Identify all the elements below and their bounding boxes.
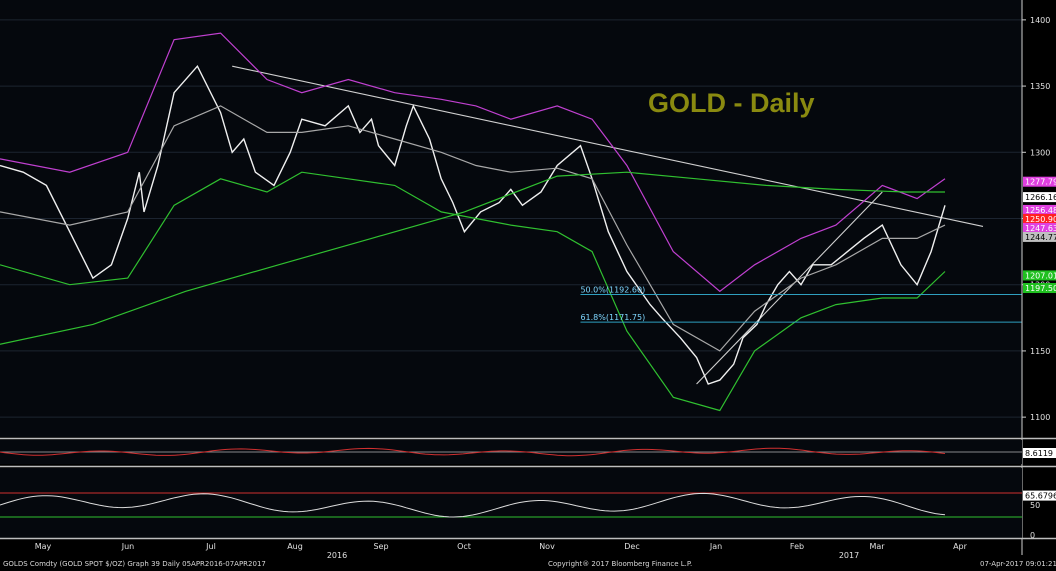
fib-label: 61.8%(1171.75) bbox=[580, 313, 645, 322]
price-tag-box bbox=[1023, 283, 1056, 294]
series-lower-band bbox=[0, 171, 946, 412]
timestamp-label: 07-Apr-2017 09:01:21 bbox=[980, 560, 1056, 568]
series-upper-band bbox=[0, 32, 946, 293]
year-label: 2017 bbox=[839, 551, 859, 560]
x-tick-label: Sep bbox=[373, 542, 388, 551]
fib-levels: 50.0%(1192.60) 61.8%(1171.75) bbox=[580, 286, 1022, 323]
year-label: 2016 bbox=[327, 551, 347, 560]
gridlines bbox=[0, 19, 1022, 418]
indicator-2-bg bbox=[0, 468, 1022, 538]
y-tick-label: 1350 bbox=[1030, 82, 1050, 91]
falling-trendline bbox=[232, 65, 984, 227]
price-tag-box bbox=[1023, 213, 1056, 224]
x-tick-label: Jan bbox=[709, 542, 722, 551]
price-tags: 1277.79 1266.16 1256.481250.901247.631244.… bbox=[1023, 176, 1056, 294]
indicator-panel-1: 8.6119 bbox=[0, 437, 1056, 464]
indicator-1-tag bbox=[1023, 448, 1056, 458]
x-tick-label: Jul bbox=[205, 542, 216, 551]
y-tick-label: 1150 bbox=[1030, 347, 1050, 356]
x-tick-label: Nov bbox=[539, 542, 555, 551]
x-tick-label: Oct bbox=[457, 542, 471, 551]
x-tick-label: Apr bbox=[953, 542, 968, 551]
chart-title: GOLD - Daily bbox=[648, 88, 815, 118]
price-tag-box bbox=[1023, 222, 1056, 233]
copyright-label: Copyright® 2017 Bloomberg Finance L.P. bbox=[548, 560, 693, 568]
indicator-2-tick: 0 bbox=[1030, 531, 1035, 540]
x-tick-label: Jun bbox=[121, 542, 135, 551]
trendlines bbox=[232, 65, 984, 385]
x-tick-label: Mar bbox=[869, 542, 885, 551]
price-tag-label: 1250.90 bbox=[1025, 215, 1056, 224]
y-tick-label: 1400 bbox=[1030, 16, 1050, 25]
indicator-2-line bbox=[0, 492, 946, 518]
indicator-1-value: 8.6119 bbox=[1025, 449, 1053, 458]
price-tag-label: 1277.79 bbox=[1025, 178, 1056, 187]
indicator-1-line bbox=[0, 447, 946, 457]
x-tick-label: May bbox=[35, 542, 52, 551]
y-tick-label: 1100 bbox=[1030, 413, 1050, 422]
series-200-ma bbox=[0, 171, 945, 345]
series-price bbox=[0, 64, 946, 385]
instrument-label: GOLDS Comdty (GOLD SPOT $/OZ) Graph 39 D… bbox=[3, 560, 266, 568]
indicator-2-tag bbox=[1023, 490, 1056, 501]
x-tick-label: Dec bbox=[624, 542, 639, 551]
series-moving-average bbox=[0, 105, 946, 352]
price-tag-label: 1244.77 bbox=[1025, 233, 1056, 242]
price-tag-label: 1256.48 bbox=[1025, 206, 1056, 215]
price-tag-box bbox=[1023, 204, 1056, 215]
x-tick-label: Aug bbox=[287, 542, 303, 551]
rising-trendline bbox=[696, 191, 883, 385]
price-tag-label: 1207.01 bbox=[1025, 271, 1056, 280]
time-axis: May Jun Jul Aug Sep Oct Nov Dec Jan Feb Mar Apr 2016… bbox=[0, 537, 1056, 560]
indicator-2-tick: 50 bbox=[1030, 501, 1040, 510]
price-tag-label: 1197.50 bbox=[1025, 284, 1056, 293]
fib-label: 50.0%(1192.60) bbox=[580, 286, 645, 295]
series-layer bbox=[0, 32, 946, 412]
price-tag-box bbox=[1023, 192, 1056, 203]
y-tick-label: 1300 bbox=[1030, 148, 1050, 157]
indicator-panel-2: 50 0 65.6796 bbox=[0, 465, 1056, 540]
price-tag-box bbox=[1023, 270, 1056, 281]
price-tag-box bbox=[1023, 231, 1056, 242]
price-tag-label: 1266.16 bbox=[1025, 193, 1056, 202]
x-tick-label: Feb bbox=[790, 542, 804, 551]
price-tag-label: 1247.63 bbox=[1025, 224, 1056, 233]
price-tag-box bbox=[1023, 176, 1056, 187]
indicator-2-value: 65.6796 bbox=[1025, 492, 1056, 501]
